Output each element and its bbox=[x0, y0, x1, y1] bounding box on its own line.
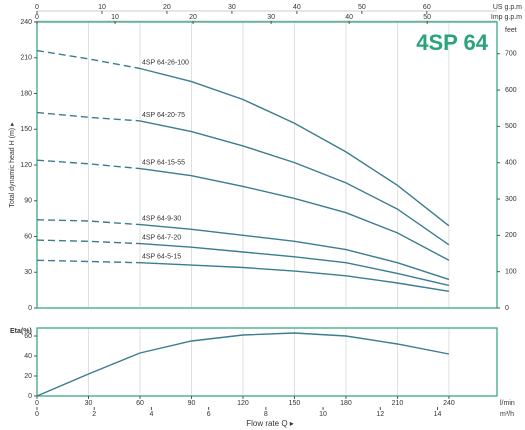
series-label: 4SP 64-26-100 bbox=[142, 59, 189, 66]
bottom-axis-label: l/min bbox=[500, 400, 515, 407]
bottom-tick-label: 90 bbox=[188, 400, 196, 407]
curve-dashed bbox=[36, 111, 141, 122]
y2-tick-label: 500 bbox=[505, 123, 517, 130]
top-axis-label: Imp g.p.m bbox=[491, 14, 522, 21]
y-tick-label: 150 bbox=[20, 126, 32, 133]
curve-dashed bbox=[36, 259, 141, 264]
bottom-axis-label: m³/h bbox=[500, 411, 514, 418]
bottom-tick-label: 8 bbox=[264, 411, 268, 418]
curve bbox=[36, 332, 450, 397]
bottom-tick-label: 0 bbox=[35, 400, 39, 407]
y-axis-label: Total dynamic head H (m) ▸ bbox=[9, 122, 16, 208]
y2-tick-label: 700 bbox=[505, 51, 517, 58]
y2-tick-label: 300 bbox=[505, 196, 517, 203]
curve bbox=[139, 242, 450, 287]
curve-dashed bbox=[36, 239, 141, 245]
y2-tick-label: 0 bbox=[505, 305, 509, 312]
bottom-tick-label: 2 bbox=[92, 411, 96, 418]
y-tick-label: 40 bbox=[24, 353, 32, 360]
bottom-tick-label: 210 bbox=[392, 400, 404, 407]
curve bbox=[139, 167, 450, 261]
y-tick-label: 210 bbox=[20, 55, 32, 62]
y-tick-label: 240 bbox=[20, 19, 32, 26]
curve-dashed bbox=[36, 219, 141, 226]
bottom-tick-label: 180 bbox=[340, 400, 352, 407]
top-tick-label: 0 bbox=[35, 4, 39, 11]
top-axis-label: US g.p.m bbox=[493, 4, 522, 11]
bottom-tick-label: 10 bbox=[319, 411, 327, 418]
y2-tick-label: 600 bbox=[505, 87, 517, 94]
top-tick-label: 50 bbox=[358, 4, 366, 11]
bottom-tick-label: 4 bbox=[149, 411, 153, 418]
series-label: 4SP 64-15-55 bbox=[142, 159, 185, 166]
y-tick-label: 120 bbox=[20, 162, 32, 169]
curve bbox=[139, 262, 450, 292]
bottom-tick-label: 60 bbox=[136, 400, 144, 407]
y2-tick-label: 200 bbox=[505, 232, 517, 239]
top-tick-label: 0 bbox=[35, 14, 39, 21]
series-label: 4SP 64-5-15 bbox=[142, 254, 181, 261]
curve bbox=[139, 67, 450, 227]
bottom-tick-label: 0 bbox=[35, 411, 39, 418]
curve bbox=[139, 223, 450, 281]
bottom-tick-label: 6 bbox=[207, 411, 211, 418]
y2-tick-label: 100 bbox=[505, 269, 517, 276]
bottom-tick-label: 30 bbox=[85, 400, 93, 407]
top-tick-label: 60 bbox=[423, 4, 431, 11]
curve bbox=[139, 120, 450, 246]
bottom-tick-label: 240 bbox=[443, 400, 455, 407]
y-tick-label: 180 bbox=[20, 90, 32, 97]
curve-dashed bbox=[36, 49, 141, 70]
y-axis-label: Eta(%) bbox=[10, 328, 32, 335]
y2-tick-label: 400 bbox=[505, 160, 517, 167]
top-tick-label: 40 bbox=[293, 4, 301, 11]
top-tick-label: 30 bbox=[267, 14, 275, 21]
bottom-tick-label: 120 bbox=[237, 400, 249, 407]
y-tick-label: 60 bbox=[24, 333, 32, 340]
series-label: 4SP 64-20-75 bbox=[142, 112, 185, 119]
plot-frame bbox=[36, 327, 498, 397]
bottom-tick-label: 150 bbox=[289, 400, 301, 407]
top-tick-label: 20 bbox=[163, 4, 171, 11]
x-axis-title: Flow rate Q ▸ bbox=[246, 419, 294, 428]
top-tick-label: 10 bbox=[111, 14, 119, 21]
y-tick-label: 20 bbox=[24, 373, 32, 380]
top-tick-label: 20 bbox=[189, 14, 197, 21]
bottom-tick-label: 12 bbox=[376, 411, 384, 418]
curve-dashed bbox=[36, 159, 141, 170]
y-tick-label: 0 bbox=[28, 393, 32, 400]
bottom-tick-label: 14 bbox=[434, 411, 442, 418]
chart-title: 4SP 64 bbox=[416, 30, 489, 55]
top-tick-label: 30 bbox=[228, 4, 236, 11]
y-tick-label: 90 bbox=[24, 198, 32, 205]
top-tick-label: 50 bbox=[423, 14, 431, 21]
y-tick-label: 60 bbox=[24, 233, 32, 240]
top-tick-label: 10 bbox=[98, 4, 106, 11]
y2-axis-label: feet bbox=[505, 27, 517, 34]
y-tick-label: 30 bbox=[24, 269, 32, 276]
y-tick-label: 0 bbox=[28, 305, 32, 312]
top-tick-label: 40 bbox=[345, 14, 353, 21]
series-label: 4SP 64-7-20 bbox=[142, 234, 181, 241]
series-label: 4SP 64-9-30 bbox=[142, 215, 181, 222]
